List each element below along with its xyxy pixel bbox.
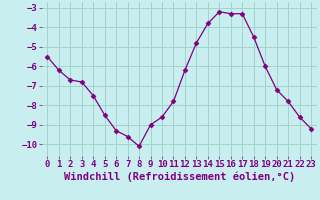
X-axis label: Windchill (Refroidissement éolien,°C): Windchill (Refroidissement éolien,°C) (64, 172, 295, 182)
